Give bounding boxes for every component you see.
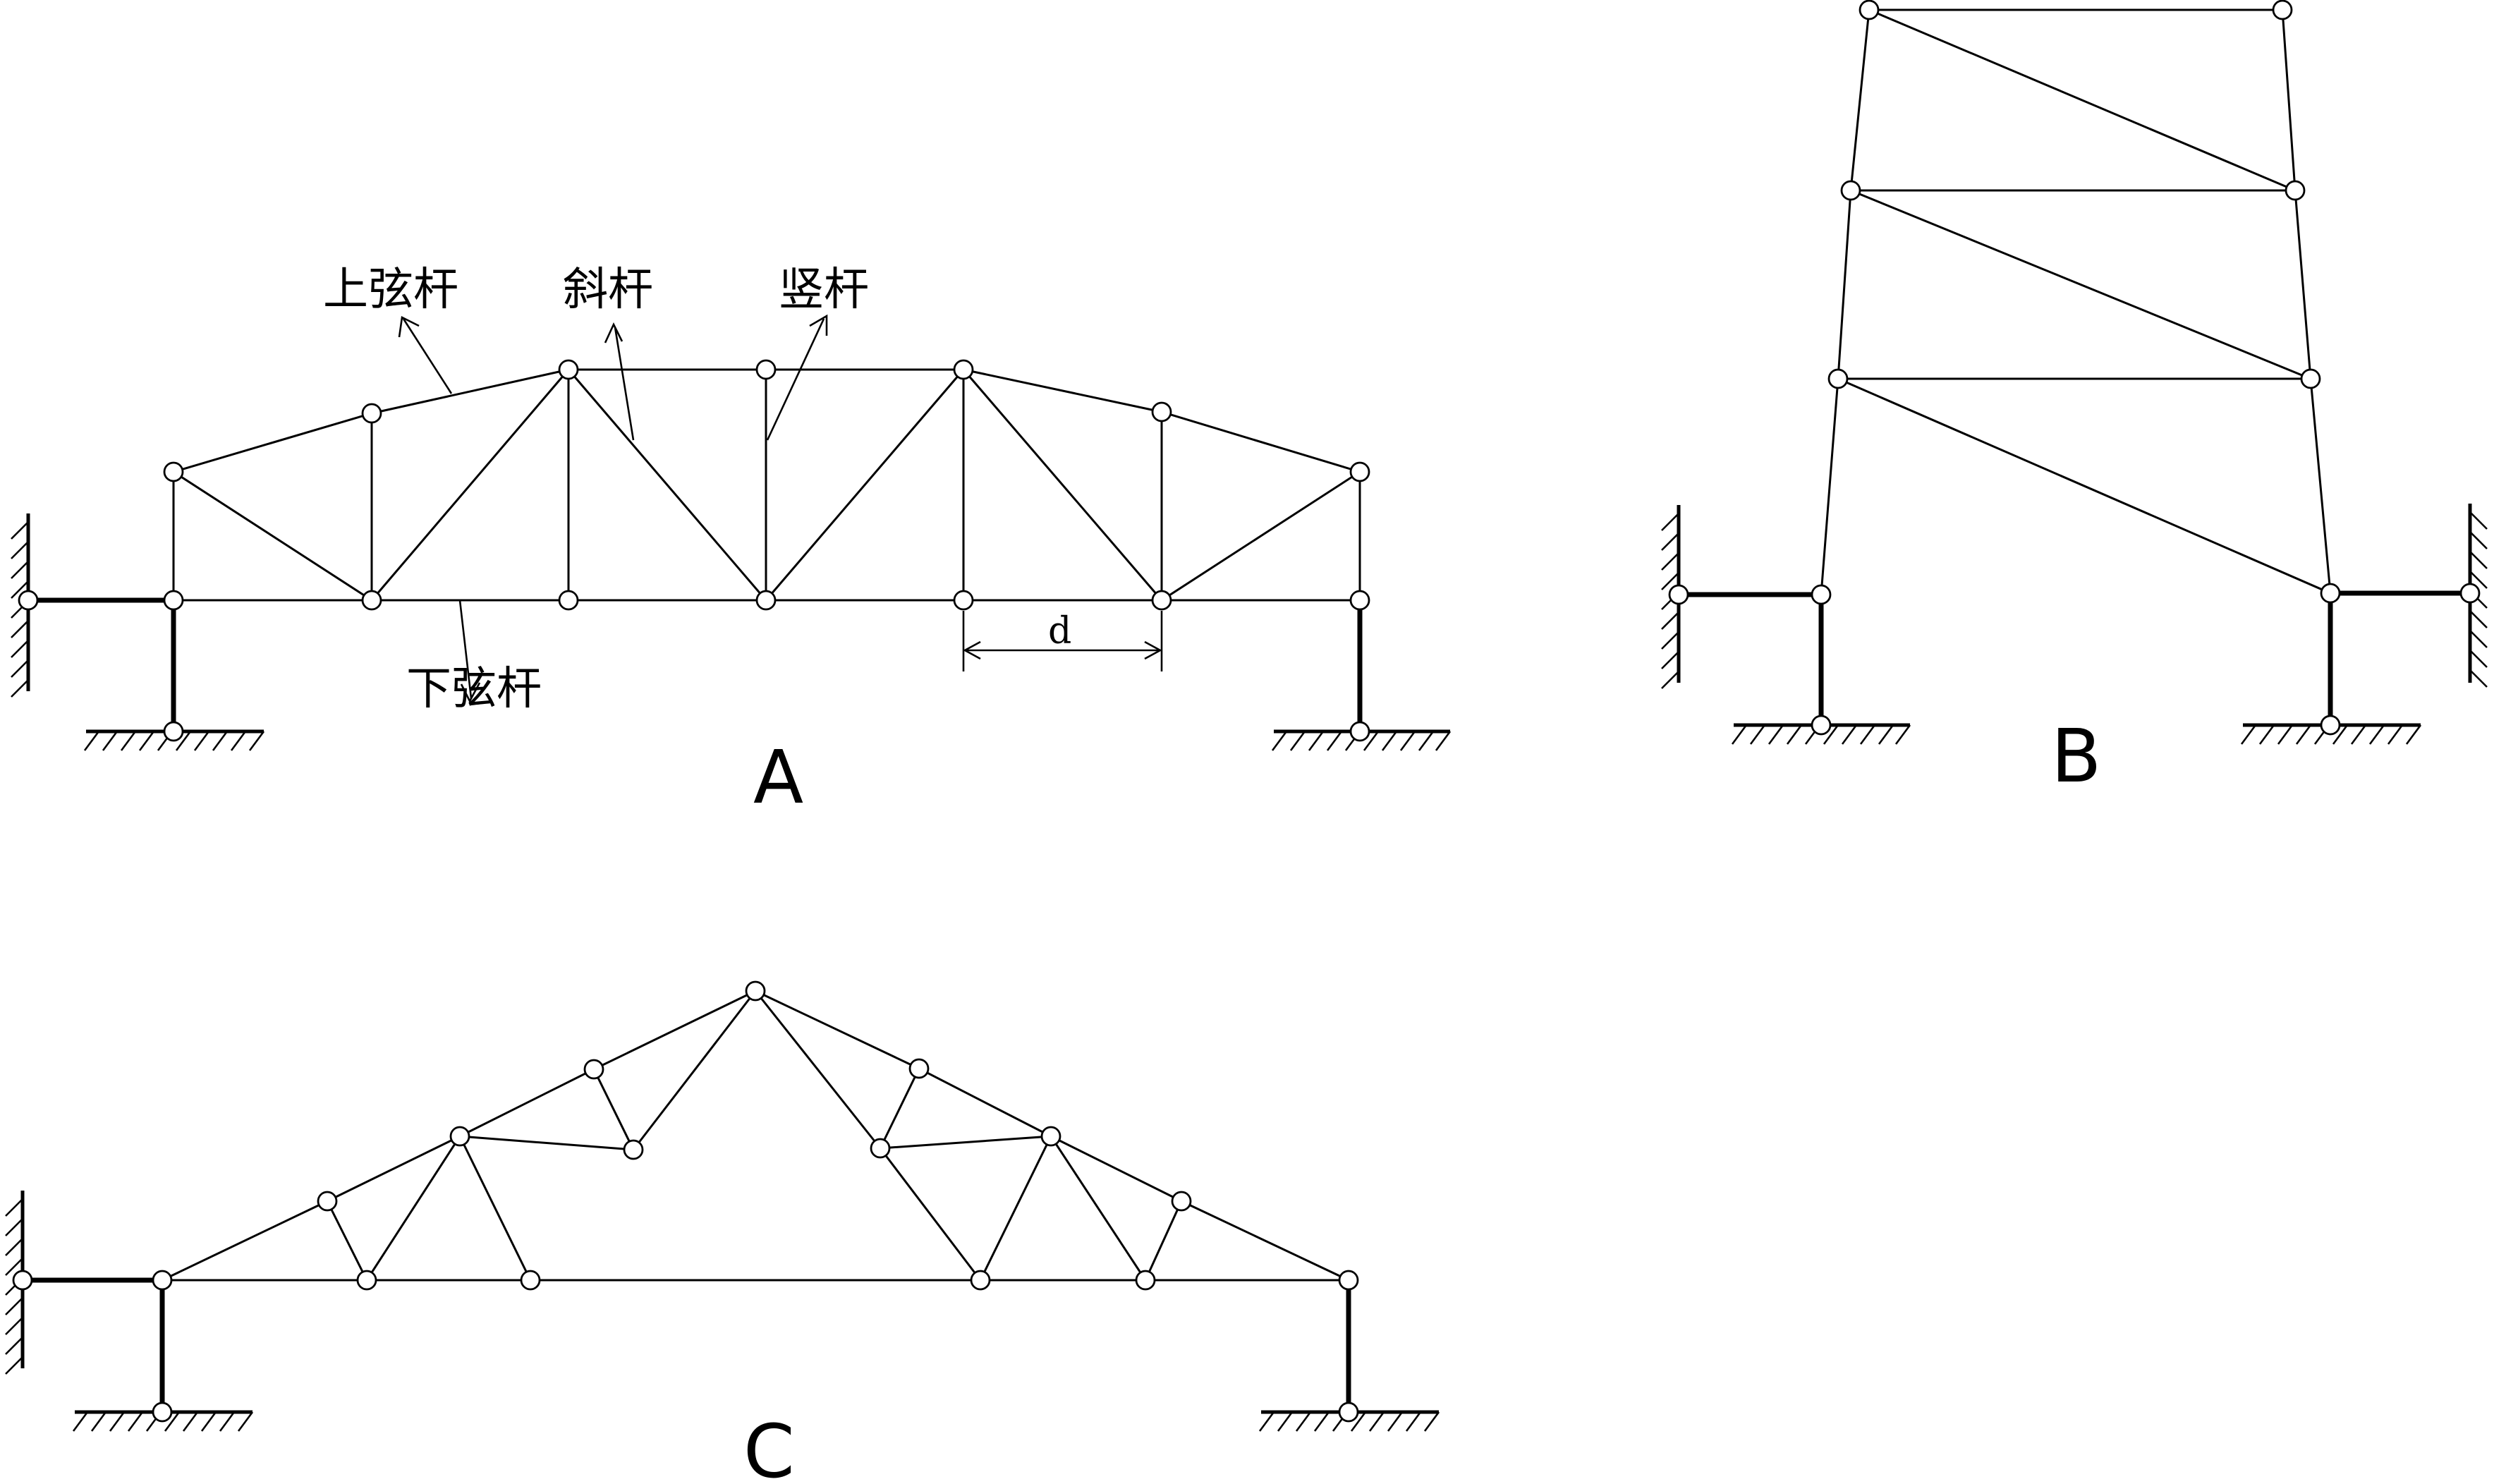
truss-b-joint (2320, 714, 2341, 736)
truss-b-joint (1668, 584, 1689, 605)
top-chord-label: 上弦杆 (323, 264, 458, 316)
truss-a-joint (1151, 401, 1172, 422)
figure-c-label: C (743, 1409, 795, 1484)
truss-a-joint (1151, 590, 1172, 611)
truss-a-joint (755, 590, 777, 611)
truss-a-joints (18, 359, 1370, 742)
dimension-d-label: d (1048, 610, 1071, 652)
truss-c-joint (970, 1270, 991, 1291)
truss-a-supports (11, 513, 1452, 751)
panel-dimension: d (962, 610, 1163, 671)
truss-b-joint (1859, 0, 1880, 20)
truss-a-members (172, 368, 1361, 602)
truss-b-joint (2285, 180, 2306, 201)
truss-c-joint (623, 1139, 644, 1160)
truss-c-joint (583, 1059, 604, 1080)
truss-c-joint (1338, 1401, 1359, 1423)
truss-c-joint (1338, 1270, 1359, 1291)
vertical-label: 竖杆 (779, 264, 869, 316)
truss-b-joint (2459, 583, 2481, 604)
truss-c-members (161, 990, 1350, 1282)
truss-c-joint (870, 1138, 891, 1159)
truss-b-joint (1811, 584, 1832, 605)
truss-b-joint (1827, 368, 1849, 389)
truss-b: B (1661, 0, 2488, 799)
truss-a-joint (558, 359, 579, 380)
truss-c-joint (356, 1270, 377, 1291)
truss-c-joint (152, 1270, 173, 1291)
truss-c-supports (5, 1191, 1440, 1432)
diagonal-label: 斜杆 (563, 264, 653, 316)
truss-a-joint (1349, 721, 1370, 742)
truss-a: 上弦杆 斜杆 竖杆 下弦杆 d A (11, 264, 1452, 820)
truss-a-joint (953, 359, 974, 380)
truss-a-joint (361, 403, 382, 424)
figure-b-label: B (2051, 713, 2101, 799)
truss-b-joint (1811, 714, 1832, 736)
truss-c-joint (1171, 1191, 1192, 1212)
truss-a-callouts (398, 314, 828, 703)
truss-a-joint (1349, 461, 1370, 482)
truss-a-joint (1349, 590, 1370, 611)
truss-b-joint (1840, 180, 1861, 201)
truss-a-joint (163, 721, 184, 742)
truss-a-joint (755, 359, 777, 380)
truss-b-joint (2300, 368, 2321, 389)
truss-c-joint (12, 1270, 33, 1291)
truss-a-joint (953, 590, 974, 611)
truss-c-joint (908, 1058, 930, 1079)
truss-b-supports (1661, 504, 2488, 745)
truss-b-joint (2320, 583, 2341, 604)
figure-a-label: A (753, 734, 803, 820)
truss-c-joint (449, 1126, 470, 1147)
truss-c-joint (317, 1191, 338, 1212)
truss-c-joint (1040, 1126, 1062, 1147)
truss-c: C (5, 980, 1440, 1484)
truss-a-joint (18, 590, 39, 611)
truss-c-joint (745, 980, 766, 1002)
truss-a-joint (163, 461, 184, 482)
bottom-chord-label: 下弦杆 (406, 663, 542, 715)
truss-b-joint (2272, 0, 2293, 20)
truss-c-joint (520, 1270, 541, 1291)
truss-b-members (1820, 8, 2332, 596)
truss-a-joint (361, 590, 382, 611)
truss-a-joint (558, 590, 579, 611)
truss-a-joint (163, 590, 184, 611)
truss-c-joint (1135, 1270, 1156, 1291)
truss-b-joints (1668, 0, 2481, 736)
truss-c-joint (152, 1401, 173, 1423)
truss-c-joints (12, 980, 1359, 1423)
